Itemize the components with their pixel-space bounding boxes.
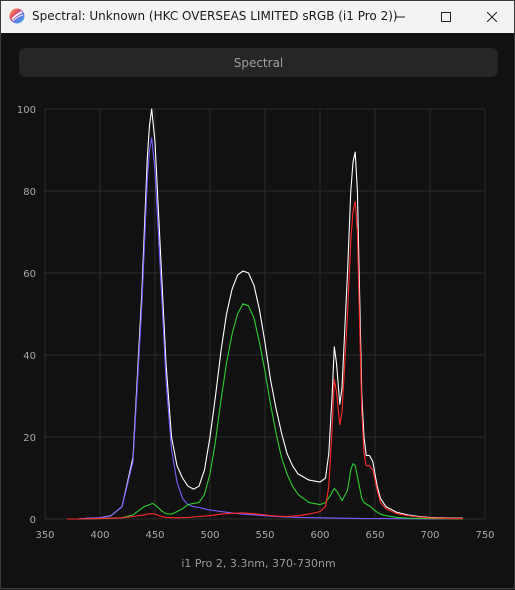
series-line-0 (67, 108, 463, 520)
y-tick-label: 100 (17, 105, 36, 116)
x-tick-label: 650 (365, 530, 384, 541)
series-line-2 (67, 303, 464, 520)
close-icon (487, 12, 497, 22)
minimize-button[interactable] (377, 1, 423, 33)
x-tick-label: 400 (90, 530, 109, 541)
series-line-3 (67, 200, 463, 520)
maximize-button[interactable] (423, 1, 469, 33)
x-tick-label: 600 (310, 530, 329, 541)
x-tick-label: 550 (255, 530, 274, 541)
series-line-1 (67, 137, 463, 520)
y-tick-label: 80 (23, 187, 36, 198)
y-tick-label: 20 (23, 433, 36, 444)
y-tick-label: 0 (30, 515, 36, 526)
chart-caption: i1 Pro 2, 3.3nm, 370-730nm (181, 557, 336, 570)
x-tick-label: 450 (145, 530, 164, 541)
x-tick-label: 350 (35, 530, 54, 541)
maximize-icon (441, 12, 451, 22)
window-title: Spectral: Unknown (HKC OVERSEAS LIMITED … (32, 9, 398, 23)
close-button[interactable] (469, 1, 515, 33)
y-tick-label: 60 (23, 269, 36, 280)
title-bar[interactable]: Spectral: Unknown (HKC OVERSEAS LIMITED … (1, 1, 514, 33)
x-tick-label: 750 (475, 530, 494, 541)
x-tick-label: 700 (420, 530, 439, 541)
y-tick-label: 40 (23, 351, 36, 362)
minimize-icon (395, 16, 405, 18)
app-logo-icon (9, 8, 25, 24)
tab-spectral-label: Spectral (233, 55, 284, 70)
tab-spectral[interactable]: Spectral (19, 48, 498, 77)
x-tick-label: 500 (200, 530, 219, 541)
